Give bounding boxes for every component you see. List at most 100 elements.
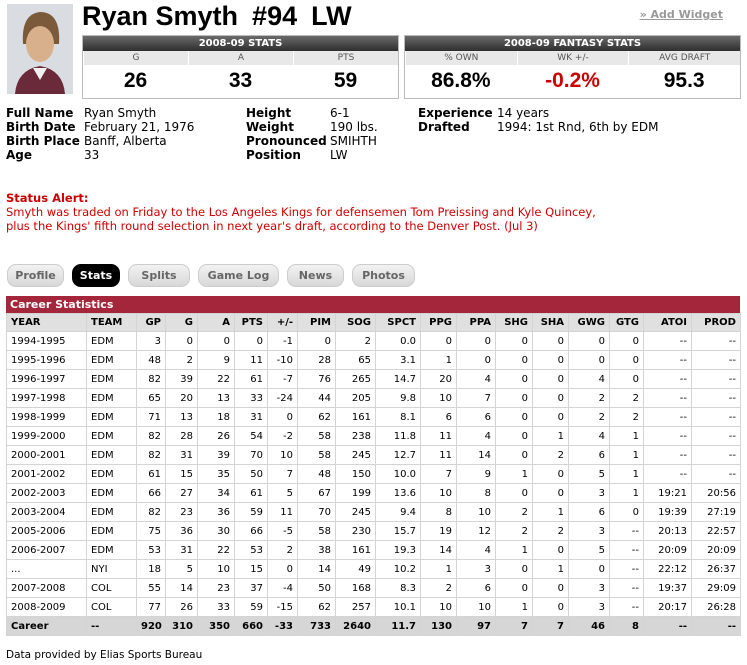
bio-value: Banff, Alberta	[84, 134, 167, 148]
table-cell: 82	[136, 445, 166, 465]
table-cell: --	[609, 578, 644, 598]
tab[interactable]: Splits	[128, 264, 190, 287]
table-cell: --	[691, 388, 741, 408]
table-cell: 6	[568, 445, 610, 465]
table-cell: --	[643, 369, 692, 389]
table-cell: 150	[335, 464, 376, 484]
table-cell: 350	[197, 616, 235, 636]
box-column-label: G	[83, 51, 188, 65]
table-cell: 36	[165, 521, 198, 541]
table-cell: 15	[234, 559, 268, 579]
bio-row: Birth Place Banff, Alberta	[6, 134, 194, 148]
table-cell: 161	[335, 540, 376, 560]
bio-label: Position	[246, 148, 301, 162]
table-cell: 2	[495, 521, 533, 541]
table-cell: 34	[197, 483, 235, 503]
table-cell: 10.1	[375, 597, 421, 617]
table-cell: 46	[568, 616, 610, 636]
bio-value: 190 lbs.	[330, 120, 378, 134]
table-cell: 1994-1995	[6, 331, 87, 351]
table-row: 1998-1999 EDM 71 13 18 31 0 62 161 8.1 6 6 0 0 2 2 -- --	[6, 407, 741, 427]
column-header: PIM	[297, 313, 336, 332]
box-columns: % OWN WK +/- AVG DRAFT	[405, 51, 741, 65]
table-cell: 310	[165, 616, 198, 636]
table-cell: 8	[609, 616, 644, 636]
table-cell: 14.7	[375, 369, 421, 389]
table-cell: 18	[136, 559, 166, 579]
table-cell: 11	[267, 502, 298, 522]
add-widget-link[interactable]: » Add Widget	[639, 8, 723, 21]
box-columns: G A PTS	[83, 51, 398, 65]
stats-table: YEAR TEAM GP G A PTS +/- PIM SOG SPCT PPG PPA SHG SHA…	[6, 313, 741, 636]
table-cell: 1	[609, 464, 644, 484]
table-cell: 10	[456, 597, 496, 617]
table-cell: 0	[297, 331, 336, 351]
table-cell: 4	[456, 540, 496, 560]
bio-value: 1994: 1st Rnd, 6th by EDM	[497, 120, 659, 134]
table-cell: 0	[532, 350, 569, 370]
table-cell: 6	[456, 578, 496, 598]
table-cell: 3	[568, 483, 610, 503]
table-cell: 6	[456, 407, 496, 427]
table-cell: --	[691, 407, 741, 427]
table-cell: 0	[495, 388, 533, 408]
column-header: SOG	[335, 313, 376, 332]
table-cell: 2640	[335, 616, 376, 636]
table-cell: EDM	[86, 369, 137, 389]
column-header: GTG	[609, 313, 644, 332]
table-cell: 5	[267, 483, 298, 503]
box-column-label: AVG DRAFT	[628, 51, 741, 65]
table-cell: 37	[234, 578, 268, 598]
table-cell: 14	[456, 445, 496, 465]
table-cell: 62	[297, 597, 336, 617]
table-cell: NYI	[86, 559, 137, 579]
alert-text: plus the Kings' fifth round selection in…	[6, 219, 538, 233]
table-cell: 82	[136, 502, 166, 522]
table-row: 2002-2003 EDM 66 27 34 61 5 67 199 13.6 10 8 0 0 3 1 19:…	[6, 483, 741, 503]
table-cell: 22:12	[643, 559, 692, 579]
tab[interactable]: Stats	[72, 264, 120, 287]
table-cell: 14	[297, 559, 336, 579]
column-header: SPCT	[375, 313, 421, 332]
table-cell: --	[643, 426, 692, 446]
bio-row: Age 33	[6, 148, 194, 162]
bio-column: Full Name Ryan Smyth Birth Date February 21…	[6, 106, 194, 162]
table-cell: 59	[234, 502, 268, 522]
table-cell: 33	[234, 388, 268, 408]
alert-title: Status Alert:	[6, 191, 89, 205]
tab[interactable]: Game Log	[198, 264, 279, 287]
table-cell: 38	[297, 540, 336, 560]
table-cell: 4	[568, 369, 610, 389]
table-cell: 1	[609, 483, 644, 503]
table-cell: 1	[495, 464, 533, 484]
table-cell: 2	[165, 350, 198, 370]
table-cell: 26	[197, 426, 235, 446]
table-cell: 257	[335, 597, 376, 617]
table-cell: 0	[532, 388, 569, 408]
table-cell: 35	[197, 464, 235, 484]
table-cell: 27	[165, 483, 198, 503]
table-cell: 0	[532, 331, 569, 351]
table-cell: 0	[456, 331, 496, 351]
tab[interactable]: Photos	[352, 264, 415, 287]
table-cell: 11.7	[375, 616, 421, 636]
tab[interactable]: News	[287, 264, 344, 287]
box-value: -0.2%	[545, 69, 600, 92]
table-cell: 33	[197, 597, 235, 617]
table-cell: 2006-2007	[6, 540, 87, 560]
table-cell: 2	[267, 540, 298, 560]
tab[interactable]: Profile	[7, 264, 64, 287]
table-cell: 50	[234, 464, 268, 484]
table-cell: 920	[136, 616, 166, 636]
table-cell: 2003-2004	[6, 502, 87, 522]
table-cell: 1	[495, 540, 533, 560]
player-number: #94	[252, 1, 298, 31]
table-cell: 53	[234, 540, 268, 560]
column-header: G	[165, 313, 198, 332]
table-row: 1995-1996 EDM 48 2 9 11 -10 28 65 3.1 1 0 0 0 0 0 -- --	[6, 350, 741, 370]
table-cell: 1997-1998	[6, 388, 87, 408]
bio-value: 33	[84, 148, 100, 162]
table-cell: 0	[609, 331, 644, 351]
table-cell: 2	[532, 445, 569, 465]
table-cell: EDM	[86, 388, 137, 408]
